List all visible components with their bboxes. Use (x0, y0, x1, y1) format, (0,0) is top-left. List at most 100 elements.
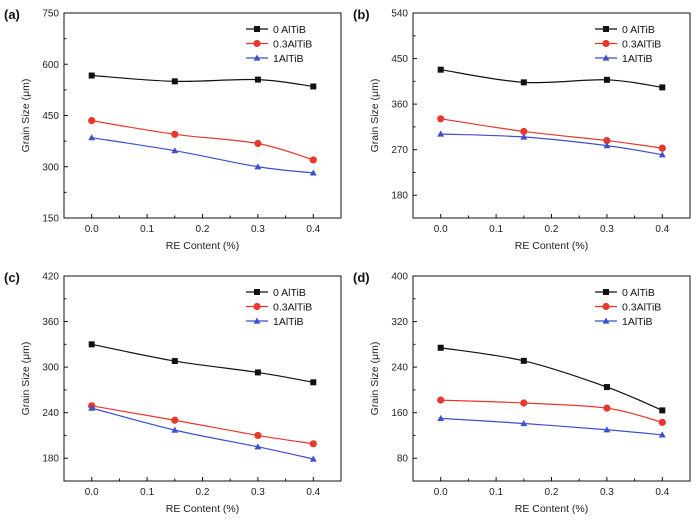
series-2 (88, 404, 317, 462)
data-point (659, 84, 666, 91)
panel-tag: (d) (353, 270, 370, 285)
legend-swatch-marker (603, 289, 609, 295)
legend: 0 AlTiB 0.3AlTiB 1AlTiB (246, 24, 312, 65)
x-tick-label: 0.1 (140, 224, 154, 235)
data-point (520, 133, 528, 140)
legend: 0 AlTiB 0.3AlTiB 1AlTiB (595, 287, 661, 328)
data-point (437, 396, 445, 404)
series-2 (437, 130, 666, 158)
legend-swatch-marker (254, 289, 260, 295)
legend-entry: 1AlTiB (273, 53, 304, 65)
chart-panel-1: 180 270 360 450 540 0.0 0.1 0.2 0.3 0.4 RE Content… (353, 7, 691, 252)
y-tick-label: 540 (391, 9, 408, 20)
chart-panel-2: 180 240 300 360 420 0.0 0.1 0.2 0.3 0.4 RE Content… (4, 270, 342, 515)
x-tick-label: 0.3 (251, 224, 265, 235)
series-0 (437, 344, 666, 414)
legend-swatch-marker (602, 302, 610, 311)
y-tick-label: 400 (391, 272, 408, 283)
data-point (603, 136, 611, 145)
chart-panel-3: 80 160 240 320 400 0.0 0.1 0.2 0.3 0.4 RE Content … (353, 270, 691, 515)
legend-entry: 0 AlTiB (622, 24, 655, 36)
data-point (171, 130, 179, 138)
x-axis-label: RE Content (%) (166, 240, 240, 252)
series-line (91, 120, 314, 161)
data-point (520, 420, 528, 427)
x-tick-label: 0.4 (306, 487, 320, 498)
x-axis-label: RE Content (%) (515, 503, 589, 515)
y-tick-label: 300 (42, 162, 59, 173)
series-2 (88, 134, 317, 176)
data-point (88, 404, 96, 411)
data-point (254, 443, 262, 450)
legend-entry: 0 AlTiB (273, 287, 306, 299)
x-tick-label: 0.0 (434, 487, 448, 498)
y-tick-label: 240 (391, 363, 408, 374)
x-tick-label: 0.0 (434, 224, 448, 235)
data-point (254, 431, 262, 440)
x-tick-label: 0.0 (85, 224, 99, 235)
data-point (659, 407, 666, 414)
series-line (440, 118, 663, 149)
legend-swatch-marker (253, 39, 261, 48)
series-line (440, 399, 663, 423)
data-point (254, 163, 262, 170)
series-line (91, 343, 314, 383)
x-tick-label: 0.1 (140, 487, 154, 498)
data-point (171, 358, 178, 365)
x-tick-label: 0.0 (85, 487, 99, 498)
series-0 (437, 66, 666, 91)
y-tick-label: 300 (42, 363, 59, 374)
data-point (658, 431, 666, 438)
data-point (603, 142, 611, 149)
y-tick-label: 180 (42, 454, 59, 465)
y-tick-label: 450 (391, 54, 408, 65)
series-1 (88, 117, 317, 164)
data-point (603, 404, 611, 412)
y-tick-label: 150 (42, 214, 59, 225)
series-line (440, 417, 663, 436)
x-tick-label: 0.2 (545, 224, 559, 235)
data-point (254, 139, 262, 148)
y-tick-label: 450 (42, 111, 59, 122)
data-point (171, 416, 179, 424)
legend-swatch-marker (603, 26, 609, 32)
x-tick-label: 0.4 (655, 487, 669, 498)
x-axis-label: RE Content (%) (166, 503, 240, 515)
data-point (520, 127, 528, 136)
data-point (309, 156, 317, 164)
y-tick-label: 320 (391, 317, 408, 328)
y-tick-label: 420 (42, 272, 59, 283)
legend-entry: 1AlTiB (622, 316, 653, 328)
legend-entry: 1AlTiB (622, 53, 653, 65)
y-tick-label: 270 (391, 145, 408, 156)
legend-swatch-marker (253, 317, 261, 324)
data-point (520, 399, 528, 407)
data-point (88, 117, 96, 125)
data-point (603, 426, 611, 433)
legend-entry: 0.3AlTiB (273, 38, 312, 50)
data-point (437, 344, 444, 351)
series-line (91, 137, 314, 174)
legend: 0 AlTiB 0.3AlTiB 1AlTiB (595, 24, 661, 65)
series-1 (437, 396, 666, 426)
legend: 0 AlTiB 0.3AlTiB 1AlTiB (246, 287, 312, 328)
y-axis-label: Grain Size (μm) (369, 79, 381, 153)
x-tick-label: 0.4 (306, 224, 320, 235)
data-point (437, 130, 445, 137)
data-point (254, 76, 261, 83)
y-axis-label: Grain Size (μm) (20, 79, 32, 153)
series-line (91, 407, 314, 460)
data-point (171, 78, 178, 85)
data-point (171, 426, 179, 433)
data-point (171, 147, 179, 154)
series-0 (88, 341, 317, 386)
data-point (437, 115, 445, 123)
legend-entry: 0.3AlTiB (622, 301, 661, 313)
x-tick-label: 0.2 (196, 224, 210, 235)
data-point (603, 384, 610, 391)
data-point (88, 72, 95, 79)
data-point (309, 440, 317, 448)
legend-entry: 0.3AlTiB (622, 38, 661, 50)
series-0 (88, 72, 317, 90)
data-point (437, 414, 445, 421)
